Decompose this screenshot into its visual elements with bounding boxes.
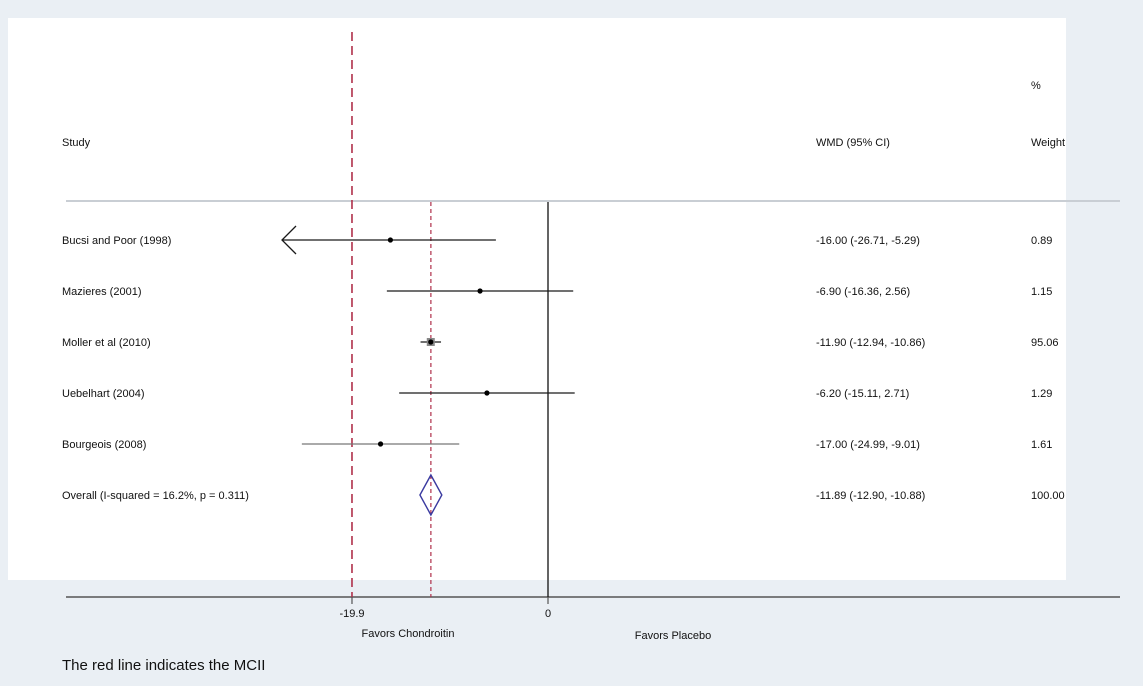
weight-header: Weight xyxy=(1031,137,1065,149)
overall-weight: 100.00 xyxy=(1031,490,1065,502)
study-point xyxy=(387,237,393,243)
x-tick-label: 0 xyxy=(545,608,551,620)
study-weight: 1.61 xyxy=(1031,439,1052,451)
study-ci-text: -16.00 (-26.71, -5.29) xyxy=(816,235,920,247)
study-point xyxy=(428,339,434,345)
study-ci-text: -6.20 (-15.11, 2.71) xyxy=(816,388,909,400)
study-point xyxy=(477,288,483,294)
favors-left-label: Favors Chondroitin xyxy=(362,628,455,640)
study-ci-text: -6.90 (-16.36, 2.56) xyxy=(816,286,910,298)
effect-header: WMD (95% CI) xyxy=(816,137,890,149)
study-ci-text: -11.90 (-12.94, -10.86) xyxy=(816,337,925,349)
study-ci-text: -17.00 (-24.99, -9.01) xyxy=(816,439,920,451)
study-name: Bourgeois (2008) xyxy=(62,439,146,451)
study-name: Moller et al (2010) xyxy=(62,337,151,349)
study-point xyxy=(377,441,384,447)
study-weight: 1.29 xyxy=(1031,388,1052,400)
study-name: Bucsi and Poor (1998) xyxy=(62,235,171,247)
study-weight: 95.06 xyxy=(1031,337,1059,349)
overall-diamond xyxy=(419,473,443,517)
plot-panel xyxy=(8,18,1066,580)
overall-ci-text: -11.89 (-12.90, -10.88) xyxy=(816,490,925,502)
chart-caption: The red line indicates the MCII xyxy=(62,657,265,674)
study-point xyxy=(484,390,490,396)
x-tick-label: -19.9 xyxy=(339,608,364,620)
weight-header-percent: % xyxy=(1031,80,1041,92)
study-name: Mazieres (2001) xyxy=(62,286,141,298)
study-name: Uebelhart (2004) xyxy=(62,388,145,400)
study-weight: 1.15 xyxy=(1031,286,1052,298)
favors-right-label: Favors Placebo xyxy=(635,630,711,642)
study-header: Study xyxy=(62,137,91,149)
study-weight: 0.89 xyxy=(1031,235,1052,247)
overall-label: Overall (I-squared = 16.2%, p = 0.311) xyxy=(62,490,249,502)
